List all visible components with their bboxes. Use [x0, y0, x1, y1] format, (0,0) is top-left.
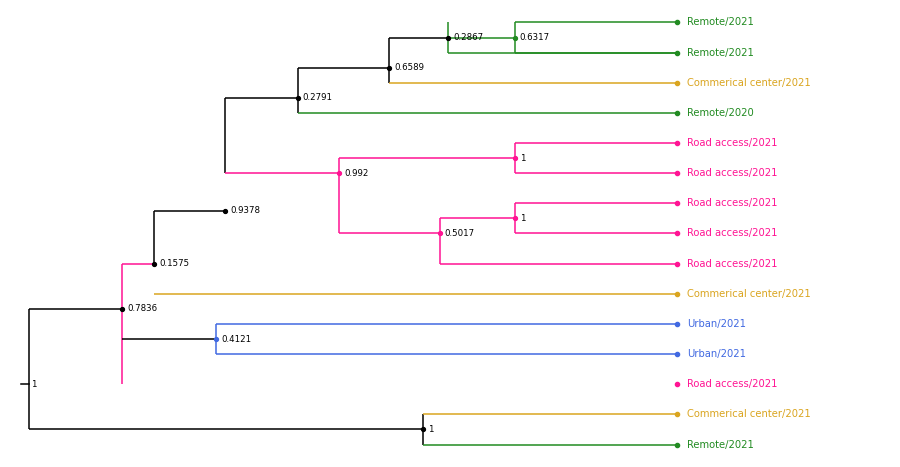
Text: Urban/2021: Urban/2021 — [688, 319, 746, 329]
Text: Road access/2021: Road access/2021 — [688, 379, 778, 389]
Text: Remote/2021: Remote/2021 — [688, 439, 754, 450]
Text: Road access/2021: Road access/2021 — [688, 168, 778, 178]
Text: 1: 1 — [31, 380, 36, 389]
Text: Remote/2021: Remote/2021 — [688, 17, 754, 28]
Text: 0.7836: 0.7836 — [128, 304, 158, 313]
Text: Remote/2020: Remote/2020 — [688, 108, 754, 118]
Text: 0.6317: 0.6317 — [519, 33, 550, 42]
Text: 1: 1 — [428, 425, 434, 434]
Text: 0.2867: 0.2867 — [453, 33, 483, 42]
Text: Remote/2021: Remote/2021 — [688, 48, 754, 57]
Text: Commerical center/2021: Commerical center/2021 — [688, 289, 811, 299]
Text: Road access/2021: Road access/2021 — [688, 198, 778, 208]
Text: Road access/2021: Road access/2021 — [688, 138, 778, 148]
Text: Road access/2021: Road access/2021 — [688, 259, 778, 269]
Text: 0.2791: 0.2791 — [302, 93, 333, 102]
Text: Commerical center/2021: Commerical center/2021 — [688, 410, 811, 419]
Text: Commerical center/2021: Commerical center/2021 — [688, 78, 811, 88]
Text: 0.9378: 0.9378 — [230, 206, 260, 215]
Text: 1: 1 — [519, 154, 526, 163]
Text: 0.4121: 0.4121 — [220, 334, 251, 344]
Text: 0.5017: 0.5017 — [445, 229, 474, 238]
Text: Urban/2021: Urban/2021 — [688, 349, 746, 359]
Text: 0.1575: 0.1575 — [159, 259, 189, 268]
Text: Road access/2021: Road access/2021 — [688, 228, 778, 239]
Text: 0.6589: 0.6589 — [394, 63, 425, 72]
Text: 0.992: 0.992 — [345, 169, 369, 178]
Text: 1: 1 — [519, 214, 526, 223]
